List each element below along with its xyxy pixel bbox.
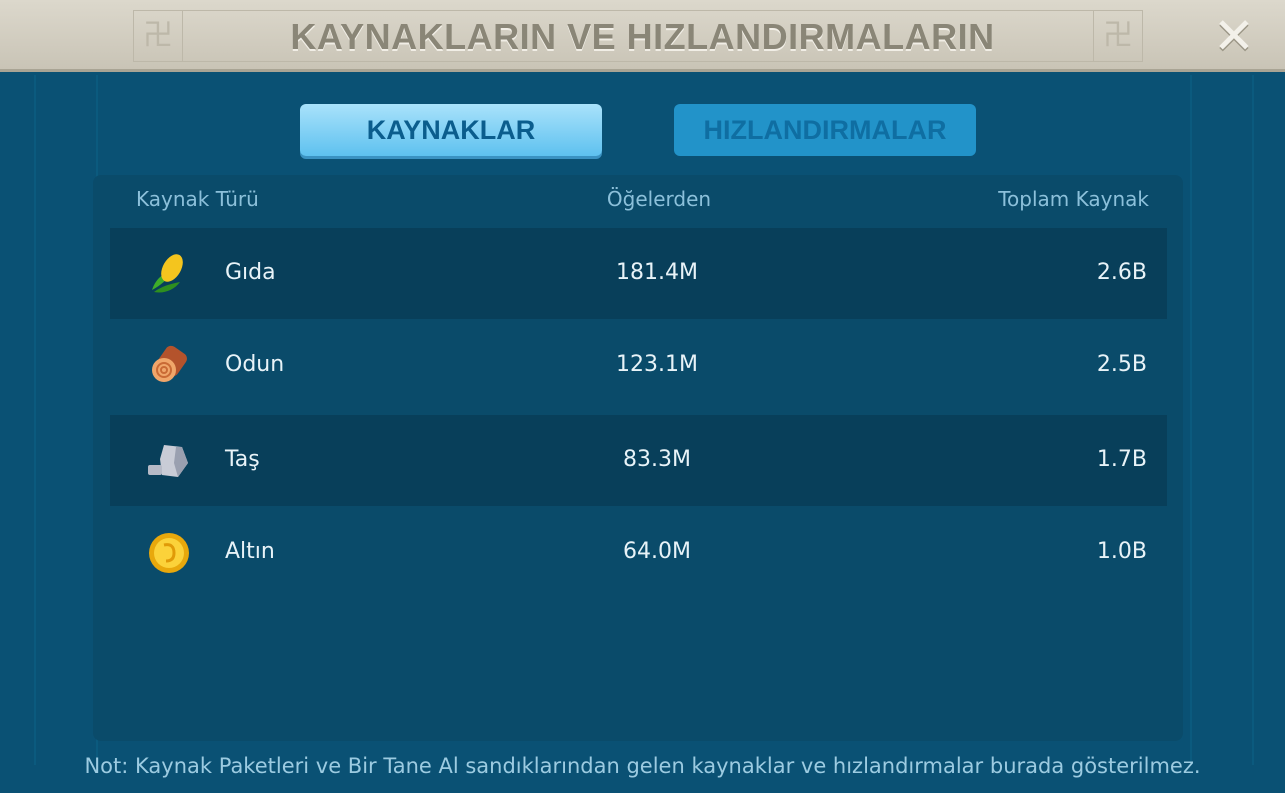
resource-from-items: 64.0M <box>623 539 691 564</box>
table-row: Taş 83.3M 1.7B <box>110 415 1167 506</box>
meander-ornament-icon: 卍 <box>133 10 183 62</box>
tab-kaynaklar[interactable]: KAYNAKLAR <box>300 104 602 156</box>
footer-note: Not: Kaynak Paketleri ve Bir Tane Al san… <box>84 754 1201 778</box>
table-row: Gıda 181.4M 2.6B <box>110 228 1167 319</box>
resource-from-items: 181.4M <box>616 260 698 285</box>
tab-hizlandirmalar[interactable]: HIZLANDIRMALAR <box>674 104 976 156</box>
column-header-from-items: Öğelerden <box>606 187 712 211</box>
dialog-title: KAYNAKLARIN VE HIZLANDIRMALARIN <box>290 16 995 57</box>
column-header-type: Kaynak Türü <box>136 187 259 211</box>
table-row: Odun 123.1M 2.5B <box>110 320 1167 411</box>
resource-from-items: 123.1M <box>616 352 698 377</box>
right-border-ornament <box>1190 75 1254 765</box>
resource-total: 2.5B <box>1096 352 1147 377</box>
resource-from-items: 83.3M <box>623 447 691 472</box>
corn-icon <box>152 254 183 293</box>
resource-name: Altın <box>225 539 275 564</box>
meander-ornament-icon: 卍 <box>1093 10 1143 62</box>
resource-name: Odun <box>225 352 285 377</box>
resource-total: 2.6B <box>1096 260 1147 285</box>
close-icon: ✕ <box>1213 7 1255 65</box>
close-button[interactable]: ✕ <box>1210 11 1258 62</box>
column-header-total: Toplam Kaynak <box>998 187 1149 211</box>
wood-log-icon <box>152 345 187 382</box>
resource-name: Gıda <box>225 260 276 285</box>
dialog-header: 卍 卍 KAYNAKLARIN VE HIZLANDIRMALARIN ✕ <box>0 0 1285 72</box>
table-row: Altın 64.0M 1.0B <box>110 507 1167 598</box>
resource-total: 1.7B <box>1096 447 1147 472</box>
left-border-ornament <box>34 75 98 765</box>
resource-name: Taş <box>225 447 260 472</box>
stone-icon <box>148 445 188 477</box>
gold-coin-icon <box>149 533 189 573</box>
resource-total: 1.0B <box>1096 539 1147 564</box>
